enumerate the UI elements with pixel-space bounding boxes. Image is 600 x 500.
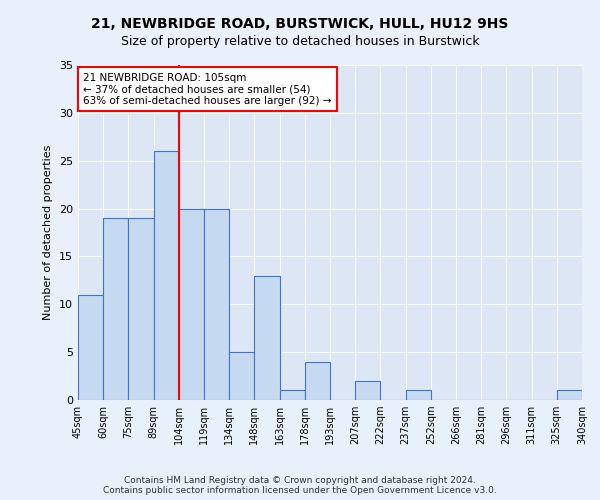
Text: 21, NEWBRIDGE ROAD, BURSTWICK, HULL, HU12 9HS: 21, NEWBRIDGE ROAD, BURSTWICK, HULL, HU1… (91, 18, 509, 32)
Bar (154, 151, 179, 400)
Text: Contains HM Land Registry data © Crown copyright and database right 2024.
Contai: Contains HM Land Registry data © Crown c… (103, 476, 497, 495)
Bar (406, 390, 431, 400)
Bar (78, 294, 103, 400)
Bar (128, 218, 154, 400)
Bar (254, 276, 280, 400)
Y-axis label: Number of detached properties: Number of detached properties (43, 145, 53, 320)
Bar (229, 352, 254, 400)
Bar (355, 381, 380, 400)
Text: Size of property relative to detached houses in Burstwick: Size of property relative to detached ho… (121, 35, 479, 48)
Bar (179, 208, 204, 400)
Text: 21 NEWBRIDGE ROAD: 105sqm
← 37% of detached houses are smaller (54)
63% of semi-: 21 NEWBRIDGE ROAD: 105sqm ← 37% of detac… (83, 72, 332, 106)
Bar (204, 208, 229, 400)
Bar (305, 362, 330, 400)
Bar (557, 390, 582, 400)
Bar (103, 218, 128, 400)
Bar (280, 390, 305, 400)
